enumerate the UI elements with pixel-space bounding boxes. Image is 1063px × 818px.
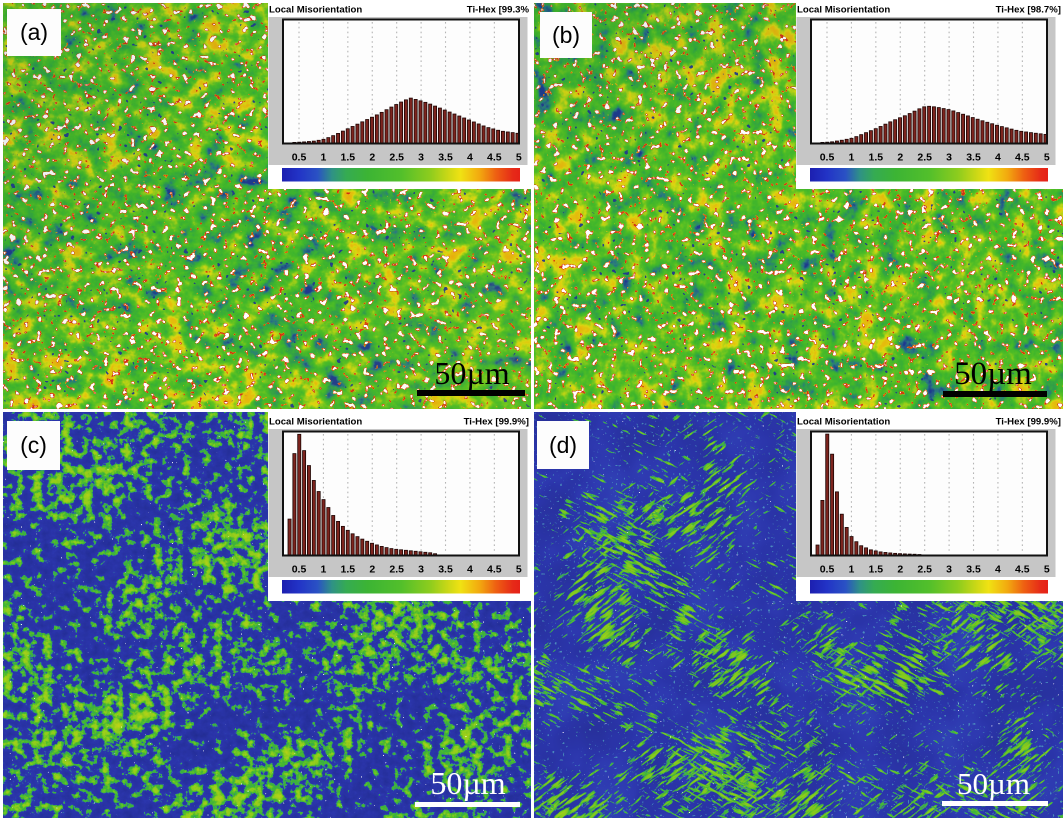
svg-text:Ti-Hex [99.3%: Ti-Hex [99.3% <box>467 5 530 16</box>
svg-text:2: 2 <box>369 564 375 576</box>
svg-text:0.5: 0.5 <box>292 152 307 164</box>
svg-text:Local Misorientation: Local Misorientation <box>797 417 890 428</box>
svg-text:1: 1 <box>848 564 854 576</box>
svg-text:4.5: 4.5 <box>1015 564 1030 576</box>
svg-text:2.5: 2.5 <box>389 152 404 164</box>
svg-text:4: 4 <box>467 564 473 576</box>
svg-text:0.5: 0.5 <box>820 152 835 164</box>
svg-text:4: 4 <box>467 152 473 164</box>
svg-text:1.5: 1.5 <box>341 564 356 576</box>
svg-text:Local Misorientation: Local Misorientation <box>797 5 890 16</box>
svg-text:3.5: 3.5 <box>438 564 453 576</box>
svg-text:1: 1 <box>848 152 854 164</box>
svg-text:4.5: 4.5 <box>1015 152 1030 164</box>
svg-text:3.5: 3.5 <box>966 152 981 164</box>
svg-text:3: 3 <box>946 564 952 576</box>
svg-text:3.5: 3.5 <box>438 152 453 164</box>
svg-text:5: 5 <box>1044 152 1050 164</box>
svg-text:2: 2 <box>897 564 903 576</box>
svg-text:1.5: 1.5 <box>341 152 356 164</box>
svg-text:Ti-Hex [99.9%]: Ti-Hex [99.9%] <box>464 417 529 428</box>
svg-text:3: 3 <box>418 152 424 164</box>
svg-text:0.5: 0.5 <box>292 564 307 576</box>
svg-text:3.5: 3.5 <box>966 564 981 576</box>
svg-text:Local Misorientation: Local Misorientation <box>269 5 362 16</box>
svg-text:2.5: 2.5 <box>917 564 932 576</box>
svg-text:2.5: 2.5 <box>917 152 932 164</box>
svg-text:Ti-Hex [99.9%]: Ti-Hex [99.9%] <box>996 417 1061 428</box>
svg-text:1.5: 1.5 <box>869 564 884 576</box>
svg-text:2.5: 2.5 <box>389 564 404 576</box>
svg-text:5: 5 <box>516 564 522 576</box>
svg-text:4.5: 4.5 <box>487 564 502 576</box>
svg-text:3: 3 <box>418 564 424 576</box>
svg-text:4: 4 <box>995 152 1001 164</box>
svg-text:4: 4 <box>995 564 1001 576</box>
svg-text:1: 1 <box>320 152 326 164</box>
svg-text:Local Misorientation: Local Misorientation <box>269 417 362 428</box>
svg-text:2: 2 <box>369 152 375 164</box>
svg-text:1: 1 <box>320 564 326 576</box>
svg-text:3: 3 <box>946 152 952 164</box>
svg-text:2: 2 <box>897 152 903 164</box>
svg-text:Ti-Hex [98.7%]: Ti-Hex [98.7%] <box>996 5 1061 16</box>
svg-text:0.5: 0.5 <box>820 564 835 576</box>
svg-text:5: 5 <box>1044 564 1050 576</box>
svg-text:4.5: 4.5 <box>487 152 502 164</box>
svg-text:1.5: 1.5 <box>869 152 884 164</box>
svg-text:5: 5 <box>516 152 522 164</box>
